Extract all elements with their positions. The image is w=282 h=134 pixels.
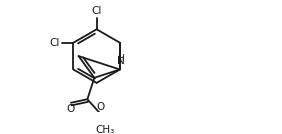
Text: O: O — [67, 104, 75, 114]
Text: O: O — [96, 102, 105, 112]
Text: N: N — [117, 56, 125, 66]
Text: Cl: Cl — [91, 6, 102, 16]
Text: CH₃: CH₃ — [96, 125, 115, 134]
Text: Cl: Cl — [50, 38, 60, 48]
Text: H: H — [117, 54, 124, 63]
